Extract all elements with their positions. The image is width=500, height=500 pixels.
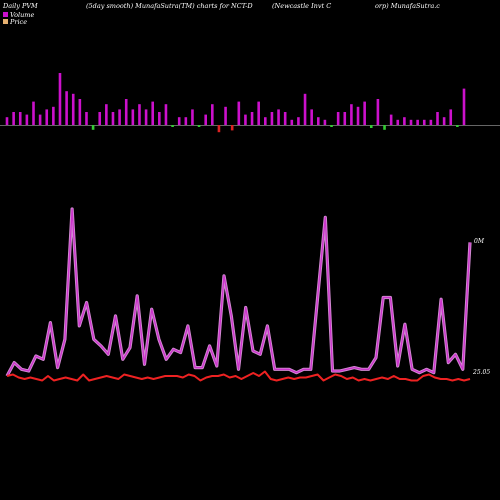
volume-bar <box>38 114 42 125</box>
volume-bar <box>65 91 68 125</box>
header-right-a: (Newcastle Invt C <box>272 2 331 10</box>
volume-bar <box>217 125 221 133</box>
volume-bar <box>429 119 433 125</box>
volume-bar <box>343 112 347 125</box>
price-axis-label: 25.05 <box>472 369 490 376</box>
volume-bar <box>5 117 9 125</box>
volume-bar <box>204 114 207 125</box>
volume-bar <box>422 119 426 125</box>
volume-bar <box>303 93 307 125</box>
volume-bar <box>396 119 400 125</box>
header-right-b: orp) MunafaSutra.c <box>375 2 440 10</box>
volume-bar <box>356 106 360 125</box>
volume-bar <box>376 99 380 125</box>
volume-bar <box>369 125 373 128</box>
volume-bar <box>336 112 340 125</box>
volume-bar <box>164 104 168 125</box>
volume-bar <box>151 101 155 125</box>
volume-bar <box>105 104 108 125</box>
volume-bar <box>416 119 419 125</box>
volume-bar <box>363 101 366 125</box>
pvm-axis-label: 0M <box>474 238 485 245</box>
volume-bar <box>403 117 406 125</box>
volume-bar <box>389 114 393 125</box>
volume-bar <box>111 112 115 125</box>
legend-volume-label: Volume <box>10 11 34 19</box>
volume-bar <box>158 112 161 125</box>
volume-bar <box>310 109 313 125</box>
line-series <box>5 207 472 382</box>
volume-bar <box>131 109 135 125</box>
pvm-line <box>6 208 471 377</box>
volume-bar <box>52 106 55 125</box>
volume-bar <box>45 109 49 125</box>
volume-bar <box>184 117 188 125</box>
volume-bar <box>330 125 333 127</box>
volume-bar <box>91 125 95 130</box>
volume-bar <box>297 117 300 125</box>
volume-bar <box>85 112 88 125</box>
volume-bar <box>78 99 82 125</box>
volume-bar <box>290 119 294 125</box>
volume-bar <box>118 109 121 125</box>
header-center: (5day smooth) MunafaSutra(TM) charts for… <box>86 2 253 10</box>
price-line <box>6 370 471 382</box>
volume-bars <box>5 73 466 133</box>
volume-bar <box>277 109 280 125</box>
volume-bar <box>462 88 466 125</box>
legend-price-swatch <box>3 19 8 24</box>
volume-bar <box>456 125 459 127</box>
volume-bar <box>409 119 413 125</box>
volume-bar <box>71 93 75 125</box>
volume-bar <box>124 99 128 125</box>
volume-bar <box>224 106 227 125</box>
volume-bar <box>264 117 267 125</box>
volume-bar <box>350 104 353 125</box>
volume-bar <box>191 109 194 125</box>
volume-bar <box>171 125 174 127</box>
volume-bar <box>25 114 29 125</box>
volume-bar <box>237 101 241 125</box>
volume-bar <box>32 101 35 125</box>
volume-bar <box>323 119 327 125</box>
volume-bar <box>18 112 22 125</box>
volume-bar <box>283 112 287 125</box>
legend-volume-swatch <box>3 12 8 17</box>
volume-bar <box>12 112 15 125</box>
volume-bar <box>138 104 141 125</box>
volume-bar <box>177 117 181 125</box>
volume-bar <box>250 112 254 125</box>
volume-bar <box>211 104 214 125</box>
volume-bar <box>316 117 320 125</box>
volume-bar <box>270 112 274 125</box>
volume-bar <box>383 125 386 130</box>
volume-bar <box>144 109 148 125</box>
legend-price-label: Price <box>9 18 27 26</box>
volume-bar <box>98 112 102 125</box>
volume-bar <box>449 109 453 125</box>
volume-bar <box>436 112 439 125</box>
volume-bar <box>230 125 234 131</box>
volume-bar <box>58 73 62 125</box>
volume-bar <box>442 117 446 125</box>
volume-bar <box>244 114 247 125</box>
volume-bar <box>197 125 201 127</box>
header-left: Daily PVM <box>2 2 38 10</box>
volume-bar <box>257 101 260 125</box>
